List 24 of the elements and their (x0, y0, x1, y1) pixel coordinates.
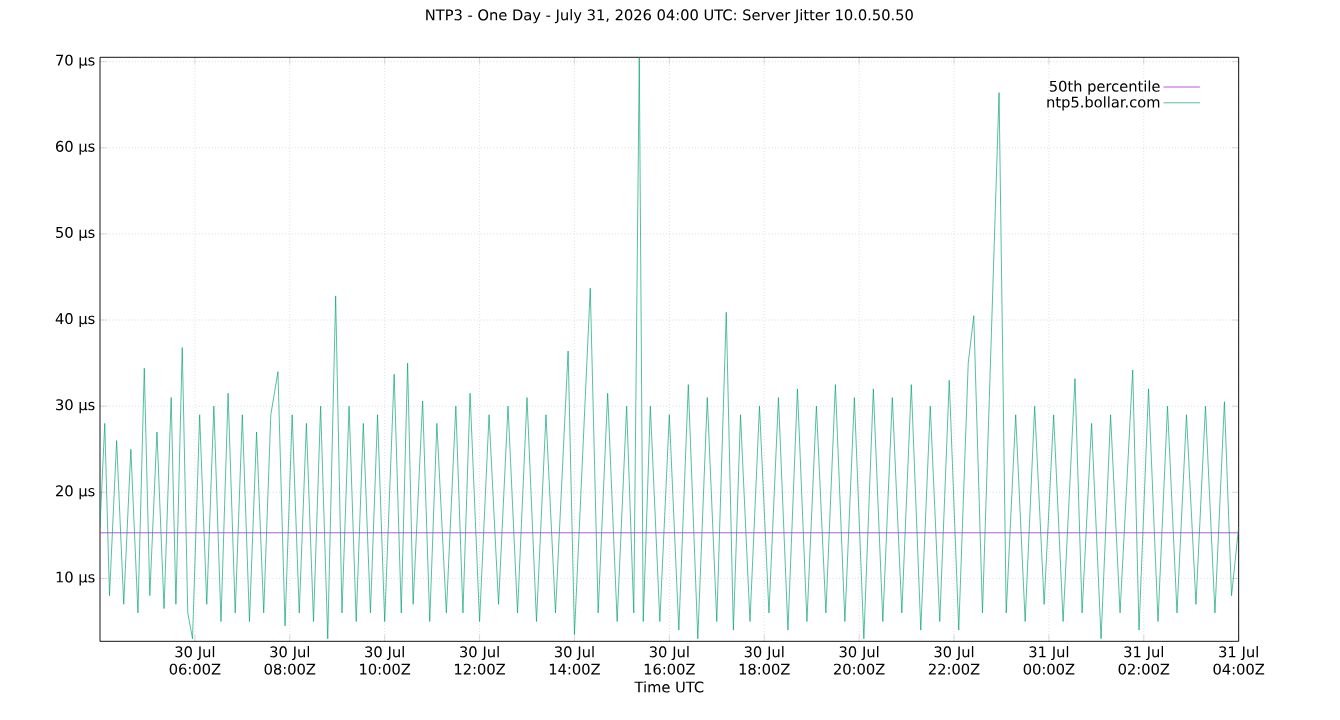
x-axis-title: Time UTC (634, 681, 704, 693)
x-tick-label: 30 Jul 06:00Z (169, 646, 221, 675)
chart-title: NTP3 - One Day - July 31, 2026 04:00 UTC: Server Jitter 10.0.50.50 (426, 9, 913, 24)
x-tick-label: 30 Jul 22:00Z (928, 646, 980, 675)
y-tick-label: 30 µs (56, 399, 95, 414)
x-tick-label: 30 Jul 14:00Z (549, 646, 600, 675)
x-tick-label: 30 Jul 12:00Z (455, 646, 506, 675)
x-tick-label: 31 Jul 02:00Z (1118, 646, 1170, 675)
y-tick-label: 60 µs (56, 140, 95, 155)
x-tick-label: 30 Jul 10:00Z (360, 646, 411, 675)
y-tick-label: 20 µs (56, 485, 95, 500)
legend-label: 50th percentile (1049, 80, 1160, 95)
x-tick-label: 31 Jul 00:00Z (1023, 646, 1075, 675)
y-tick-label: 40 µs (55, 313, 95, 327)
legend-label: ntp5.bollar.com (1047, 96, 1160, 111)
line-series (100, 57, 1239, 640)
x-tick-label: 30 Jul 18:00Z (739, 646, 790, 675)
y-tick-label: 10 µs (56, 571, 95, 586)
x-tick-label: 30 Jul 08:00Z (264, 646, 316, 675)
x-tick-label: 30 Jul 16:00Z (644, 646, 695, 675)
x-tick-label: 30 Jul 20:00Z (834, 646, 885, 675)
x-tick-label: 31 Jul 04:00Z (1213, 646, 1265, 675)
y-tick-label: 50 µs (56, 226, 95, 241)
y-tick-label: 70 µs (56, 54, 95, 69)
